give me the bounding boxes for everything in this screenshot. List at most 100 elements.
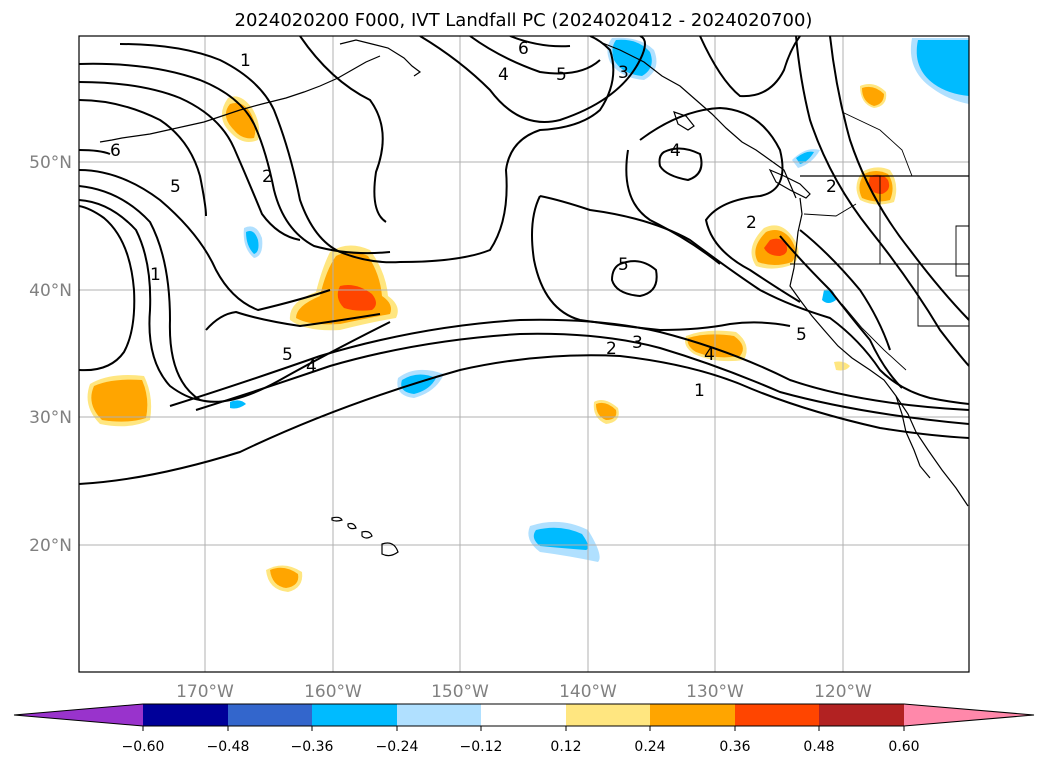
contour-label: 2	[262, 167, 273, 187]
contour-line	[79, 99, 207, 217]
boundary-states	[790, 176, 969, 327]
contour-label: 1	[240, 51, 251, 71]
contour-label: 6	[110, 141, 121, 161]
colorbar-segment	[228, 704, 312, 726]
contour-label: 2	[746, 213, 757, 233]
contour-label: 3	[632, 333, 643, 353]
colorbar-ticks	[142, 726, 905, 731]
negative-anomaly-region	[612, 39, 652, 76]
contour-label: 1	[150, 265, 161, 285]
negative-anomaly-region	[246, 231, 259, 254]
colorbar-tick-label: −0.24	[376, 739, 419, 755]
boundary-canada-provinces	[803, 111, 913, 217]
contour-label: 2	[826, 177, 837, 197]
coastline-alaska-peninsula	[339, 39, 422, 77]
colorbar-tick-label: 0.24	[634, 739, 665, 755]
positive-anomaly-region	[337, 285, 376, 311]
colorbar-tick-label: 0.12	[550, 739, 581, 755]
contour-label: 1	[694, 381, 705, 401]
map-background	[79, 36, 969, 672]
contour-label: 5	[618, 255, 629, 275]
longitude-label: 130°W	[686, 682, 744, 702]
positive-anomaly-region	[270, 567, 299, 588]
colorbar-segment	[819, 704, 904, 726]
negative-anomaly-region	[796, 151, 814, 164]
latitude-label: 40°N	[29, 281, 72, 301]
boundary-ca-nv	[841, 303, 907, 371]
positive-anomaly-region	[834, 361, 850, 371]
shaded-regions	[87, 37, 969, 592]
positive-anomaly-region	[862, 86, 884, 106]
island-oahu	[347, 522, 357, 530]
colorbar-extension-low	[14, 704, 143, 726]
contours	[79, 36, 969, 485]
contour-line	[79, 169, 331, 312]
contour-label: 2	[606, 339, 617, 359]
longitude-label: 140°W	[559, 682, 617, 702]
contour-line	[699, 36, 801, 98]
contour-line	[79, 205, 136, 372]
contour-label: 5	[556, 65, 567, 85]
contour-line	[531, 195, 791, 332]
gridlines	[79, 36, 969, 672]
island-hawaii	[381, 542, 399, 557]
island-maui	[361, 530, 373, 539]
contour-line	[658, 147, 703, 182]
latitude-labels: 50°N 40°N 30°N 20°N	[29, 153, 72, 556]
contour-line	[799, 229, 891, 351]
longitude-label: 120°W	[814, 682, 872, 702]
colorbar-segment	[481, 704, 566, 726]
contour-line	[469, 36, 601, 75]
positive-anomaly-region	[764, 238, 788, 256]
colorbar-segment	[397, 704, 481, 726]
colorbar-tick-labels: −0.60 −0.48 −0.36 −0.24 −0.12 0.12 0.24 …	[122, 739, 920, 755]
contour-line	[795, 36, 969, 367]
colorbar-segment	[735, 704, 819, 726]
negative-anomaly-region	[533, 527, 589, 550]
contour-label: 5	[282, 345, 293, 365]
contour-label-group: 1 2 5 6 1 5 4 6 4 5 3 4 2 2 5 5 2 3 4 1	[110, 39, 837, 401]
negative-anomaly-region	[230, 400, 246, 409]
contour-line	[205, 310, 381, 331]
positive-anomaly-region	[596, 402, 617, 420]
positive-anomaly-region	[868, 174, 890, 194]
colorbar-tick-label: −0.12	[460, 739, 503, 755]
contour-label: 3	[618, 63, 629, 83]
contour-line	[79, 199, 201, 401]
longitude-labels: 170°W 160°W 150°W 140°W 130°W 120°W	[176, 682, 872, 702]
contour-line	[625, 149, 721, 265]
map-frame	[78, 35, 970, 673]
map-content: 1 2 5 6 1 5 4 6 4 5 3 4 2 2 5 5 2 3 4 1	[79, 36, 969, 672]
contour-line	[419, 36, 646, 123]
contour-label: 6	[518, 39, 529, 59]
contour-label: 4	[670, 141, 681, 161]
negative-anomaly-region	[916, 40, 969, 96]
contour-line	[79, 62, 391, 255]
contour-line	[79, 185, 391, 403]
contour-label: 5	[170, 177, 181, 197]
coastline-baja	[895, 395, 931, 479]
colorbar-tick-label: 0.48	[803, 739, 834, 755]
contour-line	[779, 235, 903, 389]
colorbar-tick-label: 0.36	[719, 739, 750, 755]
colorbar-tick-label: 0.60	[888, 739, 919, 755]
contour-line	[299, 36, 387, 223]
island-kauai	[331, 516, 343, 522]
colorbar-tick-label: −0.60	[122, 739, 165, 755]
map-title: 2024020200 F000, IVT Landfall PC (202402…	[234, 10, 813, 31]
colorbar-segment	[650, 704, 735, 726]
contour-line	[509, 36, 571, 48]
contour-label: 4	[704, 345, 715, 365]
contour-line	[610, 260, 658, 298]
contour-line	[639, 106, 801, 303]
contour-line	[195, 332, 969, 425]
contour-line	[119, 36, 615, 264]
contour-label: 5	[796, 325, 807, 345]
positive-anomaly-region	[91, 379, 148, 422]
coastline-aleutians	[99, 55, 381, 143]
longitude-label: 150°W	[431, 682, 489, 702]
colorbar-tick-label: −0.36	[291, 739, 334, 755]
contour-line	[79, 81, 301, 241]
longitude-label: 170°W	[176, 682, 234, 702]
